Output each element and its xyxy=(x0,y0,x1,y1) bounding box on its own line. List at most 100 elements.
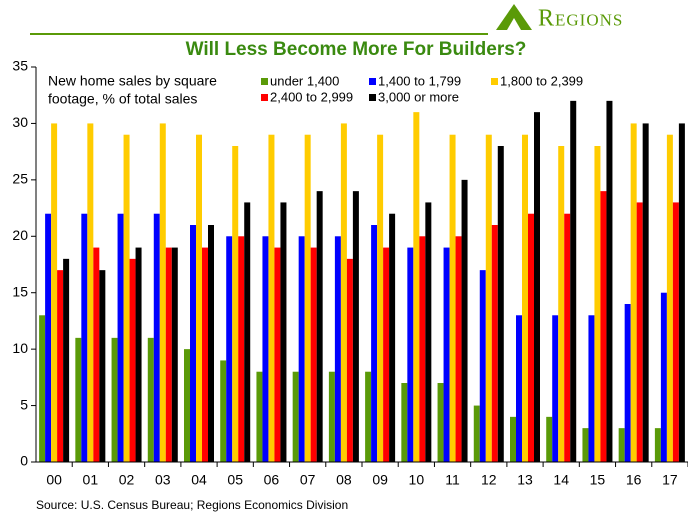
bar xyxy=(196,134,202,462)
x-tick-label: 01 xyxy=(83,472,99,488)
x-tick-label: 14 xyxy=(553,472,569,488)
bar xyxy=(280,202,287,462)
bar xyxy=(111,337,118,462)
bar xyxy=(672,202,679,462)
bar xyxy=(600,191,607,462)
bar xyxy=(419,236,426,462)
bar xyxy=(304,134,311,462)
bar xyxy=(262,236,269,462)
bar xyxy=(497,146,504,462)
bar xyxy=(636,202,643,462)
bar xyxy=(220,360,227,462)
bar xyxy=(256,371,263,462)
bar xyxy=(624,304,631,462)
bar xyxy=(165,247,172,462)
y-tick-label: 0 xyxy=(20,453,28,469)
bar xyxy=(546,416,553,462)
bar xyxy=(443,247,450,462)
bar xyxy=(522,134,528,462)
bar xyxy=(39,315,46,462)
x-tick-label: 12 xyxy=(481,472,497,488)
bar xyxy=(268,134,275,462)
x-tick-label: 11 xyxy=(445,472,460,488)
bar xyxy=(365,371,372,462)
legend-swatch xyxy=(261,94,268,101)
source-note: Source: U.S. Census Bureau; Regions Econ… xyxy=(36,498,348,512)
bar xyxy=(485,134,492,462)
bar xyxy=(316,191,323,462)
y-tick-label: 30 xyxy=(12,114,28,130)
bar xyxy=(81,213,88,462)
bar xyxy=(666,134,673,462)
x-tick-label: 05 xyxy=(227,472,243,488)
bar xyxy=(310,247,317,462)
bar xyxy=(570,100,577,462)
bar xyxy=(461,179,468,462)
bar xyxy=(93,247,100,462)
bar xyxy=(455,236,462,462)
y-tick-label: 15 xyxy=(12,283,28,299)
legend-label: 3,000 or more xyxy=(378,89,459,104)
bar xyxy=(147,337,154,462)
bar xyxy=(425,202,432,462)
bar xyxy=(389,213,396,462)
bar xyxy=(244,202,251,462)
bar xyxy=(582,428,589,462)
legend-label: 2,400 to 2,999 xyxy=(270,89,353,104)
x-tick-label: 16 xyxy=(626,472,642,488)
bar xyxy=(117,213,124,462)
bar xyxy=(226,236,233,462)
bar xyxy=(57,270,64,462)
bar xyxy=(552,315,559,462)
bar xyxy=(660,292,667,462)
y-tick-label: 10 xyxy=(12,340,28,356)
bar xyxy=(407,247,414,462)
bar xyxy=(642,123,649,462)
bar xyxy=(159,123,166,462)
bar xyxy=(377,134,384,462)
y-tick-label: 20 xyxy=(12,227,28,243)
bar xyxy=(129,258,136,462)
bar xyxy=(75,337,82,462)
bar xyxy=(328,371,335,462)
bar xyxy=(45,213,52,462)
y-tick-label: 25 xyxy=(12,171,28,187)
bar xyxy=(588,315,595,462)
chart-title: Will Less Become More For Builders? xyxy=(186,39,527,60)
bar xyxy=(383,247,390,462)
bar xyxy=(606,100,613,462)
bar xyxy=(371,225,378,462)
bar xyxy=(528,213,534,462)
x-tick-label: 00 xyxy=(46,472,62,488)
x-tick-label: 08 xyxy=(336,472,352,488)
legend-swatch xyxy=(369,94,376,101)
bar xyxy=(473,405,480,462)
x-tick-label: 13 xyxy=(517,472,533,488)
x-tick-label: 02 xyxy=(119,472,135,488)
bar xyxy=(153,213,160,462)
bar xyxy=(564,213,571,462)
subtitle: New home sales by square xyxy=(48,73,217,89)
bar xyxy=(491,225,498,462)
bar xyxy=(516,315,522,462)
x-tick-label: 09 xyxy=(372,472,388,488)
x-tick-label: 17 xyxy=(662,472,678,488)
bar xyxy=(232,146,239,462)
bar xyxy=(558,146,565,462)
bar xyxy=(479,270,486,462)
bar xyxy=(190,225,196,462)
bar xyxy=(334,236,341,462)
bar xyxy=(63,258,70,462)
y-tick-label: 5 xyxy=(20,396,28,412)
bar xyxy=(534,112,540,463)
bar xyxy=(449,134,456,462)
bar xyxy=(135,247,142,462)
legend-swatch xyxy=(261,78,268,85)
legend-label: 1,400 to 1,799 xyxy=(378,73,461,88)
bar xyxy=(630,123,637,462)
bar xyxy=(298,236,305,462)
bar xyxy=(401,383,408,462)
bar xyxy=(618,428,625,462)
brand-name: Regions xyxy=(538,6,623,32)
x-tick-label: 03 xyxy=(155,472,171,488)
